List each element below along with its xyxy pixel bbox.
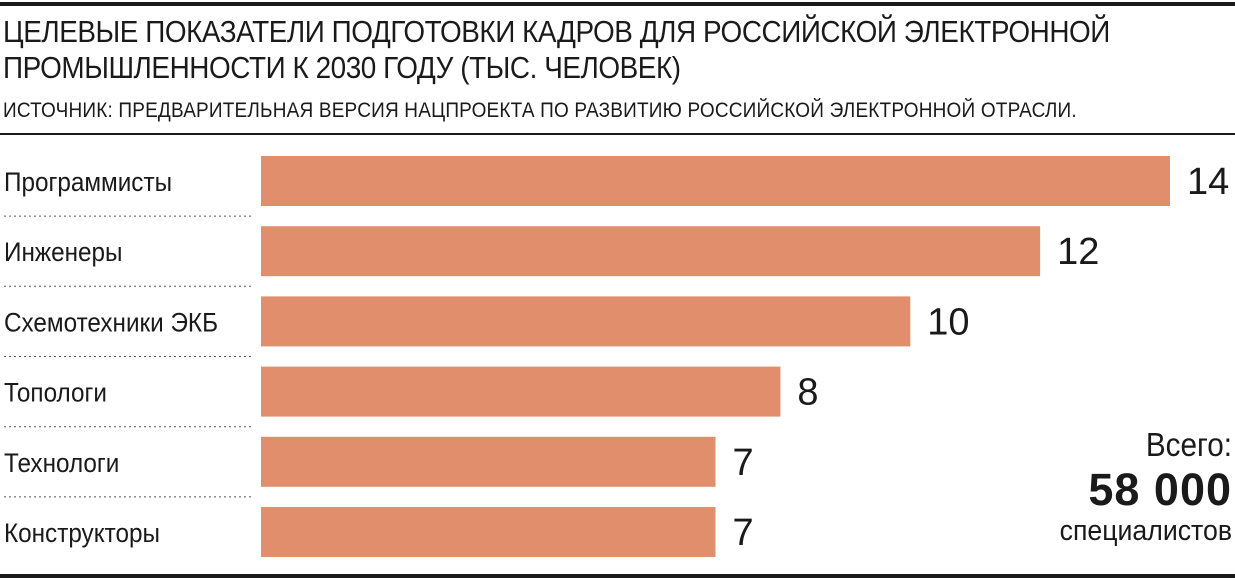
bar (261, 226, 1041, 277)
total-value: 58 000 (1088, 464, 1232, 515)
category-label: Топологи (4, 378, 107, 407)
category-label: Инженеры (4, 238, 123, 267)
value-label: 12 (1057, 231, 1099, 273)
value-label: 7 (733, 512, 754, 554)
value-label: 7 (733, 442, 754, 484)
category-label: Схемотехники ЭКБ (4, 308, 218, 337)
total-block: Всего: 58 000 специалистов (1000, 426, 1232, 546)
chart-title: ЦЕЛЕВЫЕ ПОКАЗАТЕЛИ ПОДГОТОВКИ КАДРОВ ДЛЯ… (3, 14, 1110, 85)
total-label: Всего: (1145, 426, 1232, 463)
bar (261, 507, 716, 557)
bottom-rule (0, 574, 1235, 578)
value-label: 10 (927, 301, 969, 343)
category-label: Программисты (4, 168, 172, 197)
value-label: 8 (797, 372, 818, 414)
bar (261, 436, 716, 487)
value-label: 14 (1187, 161, 1229, 203)
bar (261, 156, 1170, 206)
category-label: Технологи (4, 449, 119, 478)
total-unit: специалистов (1059, 515, 1232, 547)
source-divider (0, 133, 1235, 135)
bar (261, 296, 911, 347)
chart-source: ИСТОЧНИК: ПРЕДВАРИТЕЛЬНАЯ ВЕРСИЯ НАЦПРОЕ… (3, 99, 1077, 122)
category-label: Конструкторы (4, 519, 160, 548)
bar (261, 366, 781, 417)
top-rule (0, 2, 1235, 6)
